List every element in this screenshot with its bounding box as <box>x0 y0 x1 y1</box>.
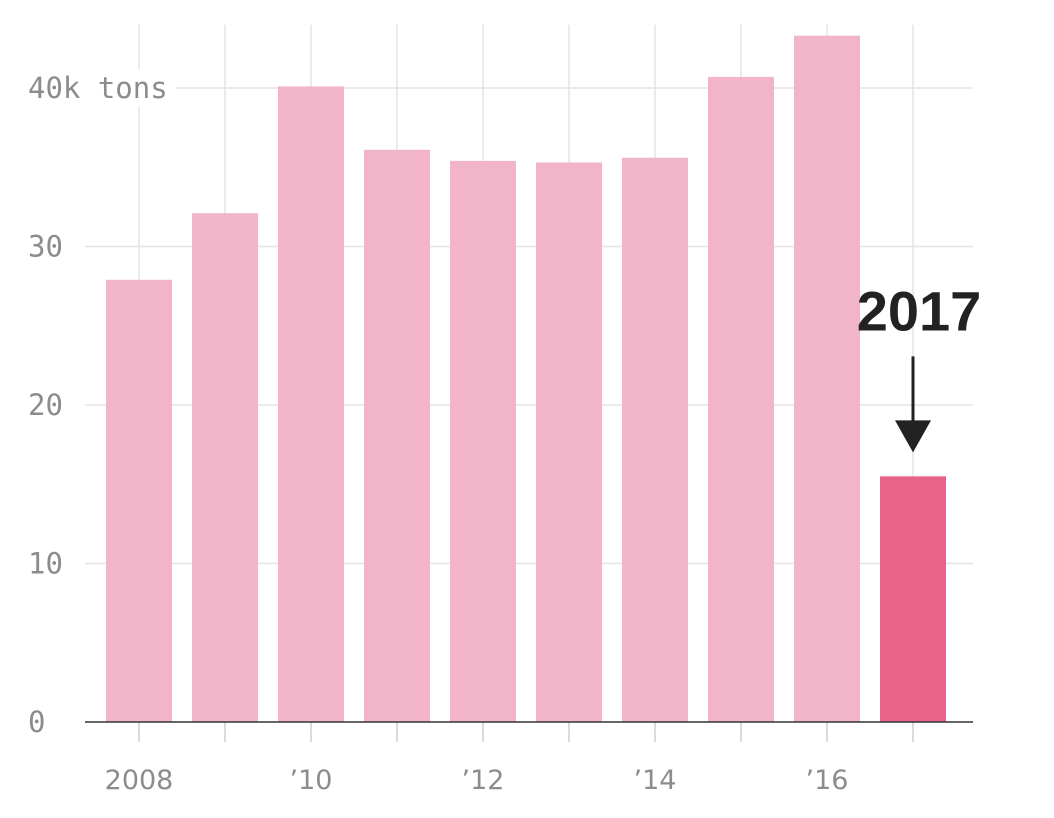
bar-2015 <box>708 76 774 722</box>
bar-2010 <box>278 86 344 723</box>
annotation-label: 2017 <box>857 279 982 342</box>
bar-2017 <box>880 476 946 722</box>
y-tick-label: 10 <box>28 547 63 581</box>
y-tick-label-background <box>22 227 71 266</box>
bar-2014 <box>622 157 688 723</box>
down-arrow-icon <box>895 420 931 453</box>
bar-2012 <box>450 160 516 722</box>
x-axis-tick-labels: 2008 ’10 ’12 ’14 ’16 <box>105 765 849 796</box>
annotation: 2017 <box>857 279 982 453</box>
x-tick-label: ’10 <box>290 765 333 796</box>
y-tick-label-background <box>22 69 176 107</box>
bar-2016 <box>794 35 860 722</box>
bar-2013 <box>536 162 602 722</box>
y-tick-label: 40k tons <box>28 71 168 105</box>
y-tick-label: 30 <box>28 230 63 264</box>
bar-2009 <box>192 213 258 722</box>
x-tick-label: ’14 <box>634 765 677 796</box>
y-tick-label: 20 <box>28 388 63 422</box>
y-tick-label-background <box>22 386 71 424</box>
y-tick-label-background <box>22 703 54 741</box>
y-tick-label: 0 <box>28 705 45 739</box>
y-axis-tick-labels: 0 10 20 30 40k tons <box>22 69 176 741</box>
x-tick-label: 2008 <box>105 765 174 796</box>
x-tick-label: ’16 <box>806 765 849 796</box>
y-tick-label-background <box>22 544 71 583</box>
bars <box>106 35 946 723</box>
bar-2011 <box>364 149 430 722</box>
x-tick-label: ’12 <box>462 765 505 796</box>
bar-2008 <box>106 279 172 722</box>
